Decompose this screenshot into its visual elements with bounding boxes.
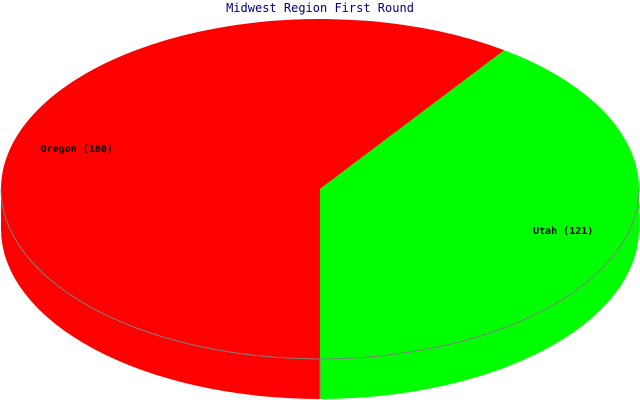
slice-label-oregon: Oregon (180) (41, 144, 113, 155)
pie-sides (1, 189, 639, 399)
pie-labels: Oregon (180) Utah (121) (41, 144, 594, 237)
pie-side-utah (320, 189, 639, 399)
pie-slice-oregon (0, 18, 505, 359)
pie-rim (0, 188, 640, 360)
pie-top (0, 18, 640, 360)
slice-label-utah: Utah (121) (533, 226, 593, 237)
pie-side-oregon (1, 189, 320, 399)
pie-slice-utah (320, 50, 639, 359)
chart-title: Midwest Region First Round (226, 1, 414, 15)
